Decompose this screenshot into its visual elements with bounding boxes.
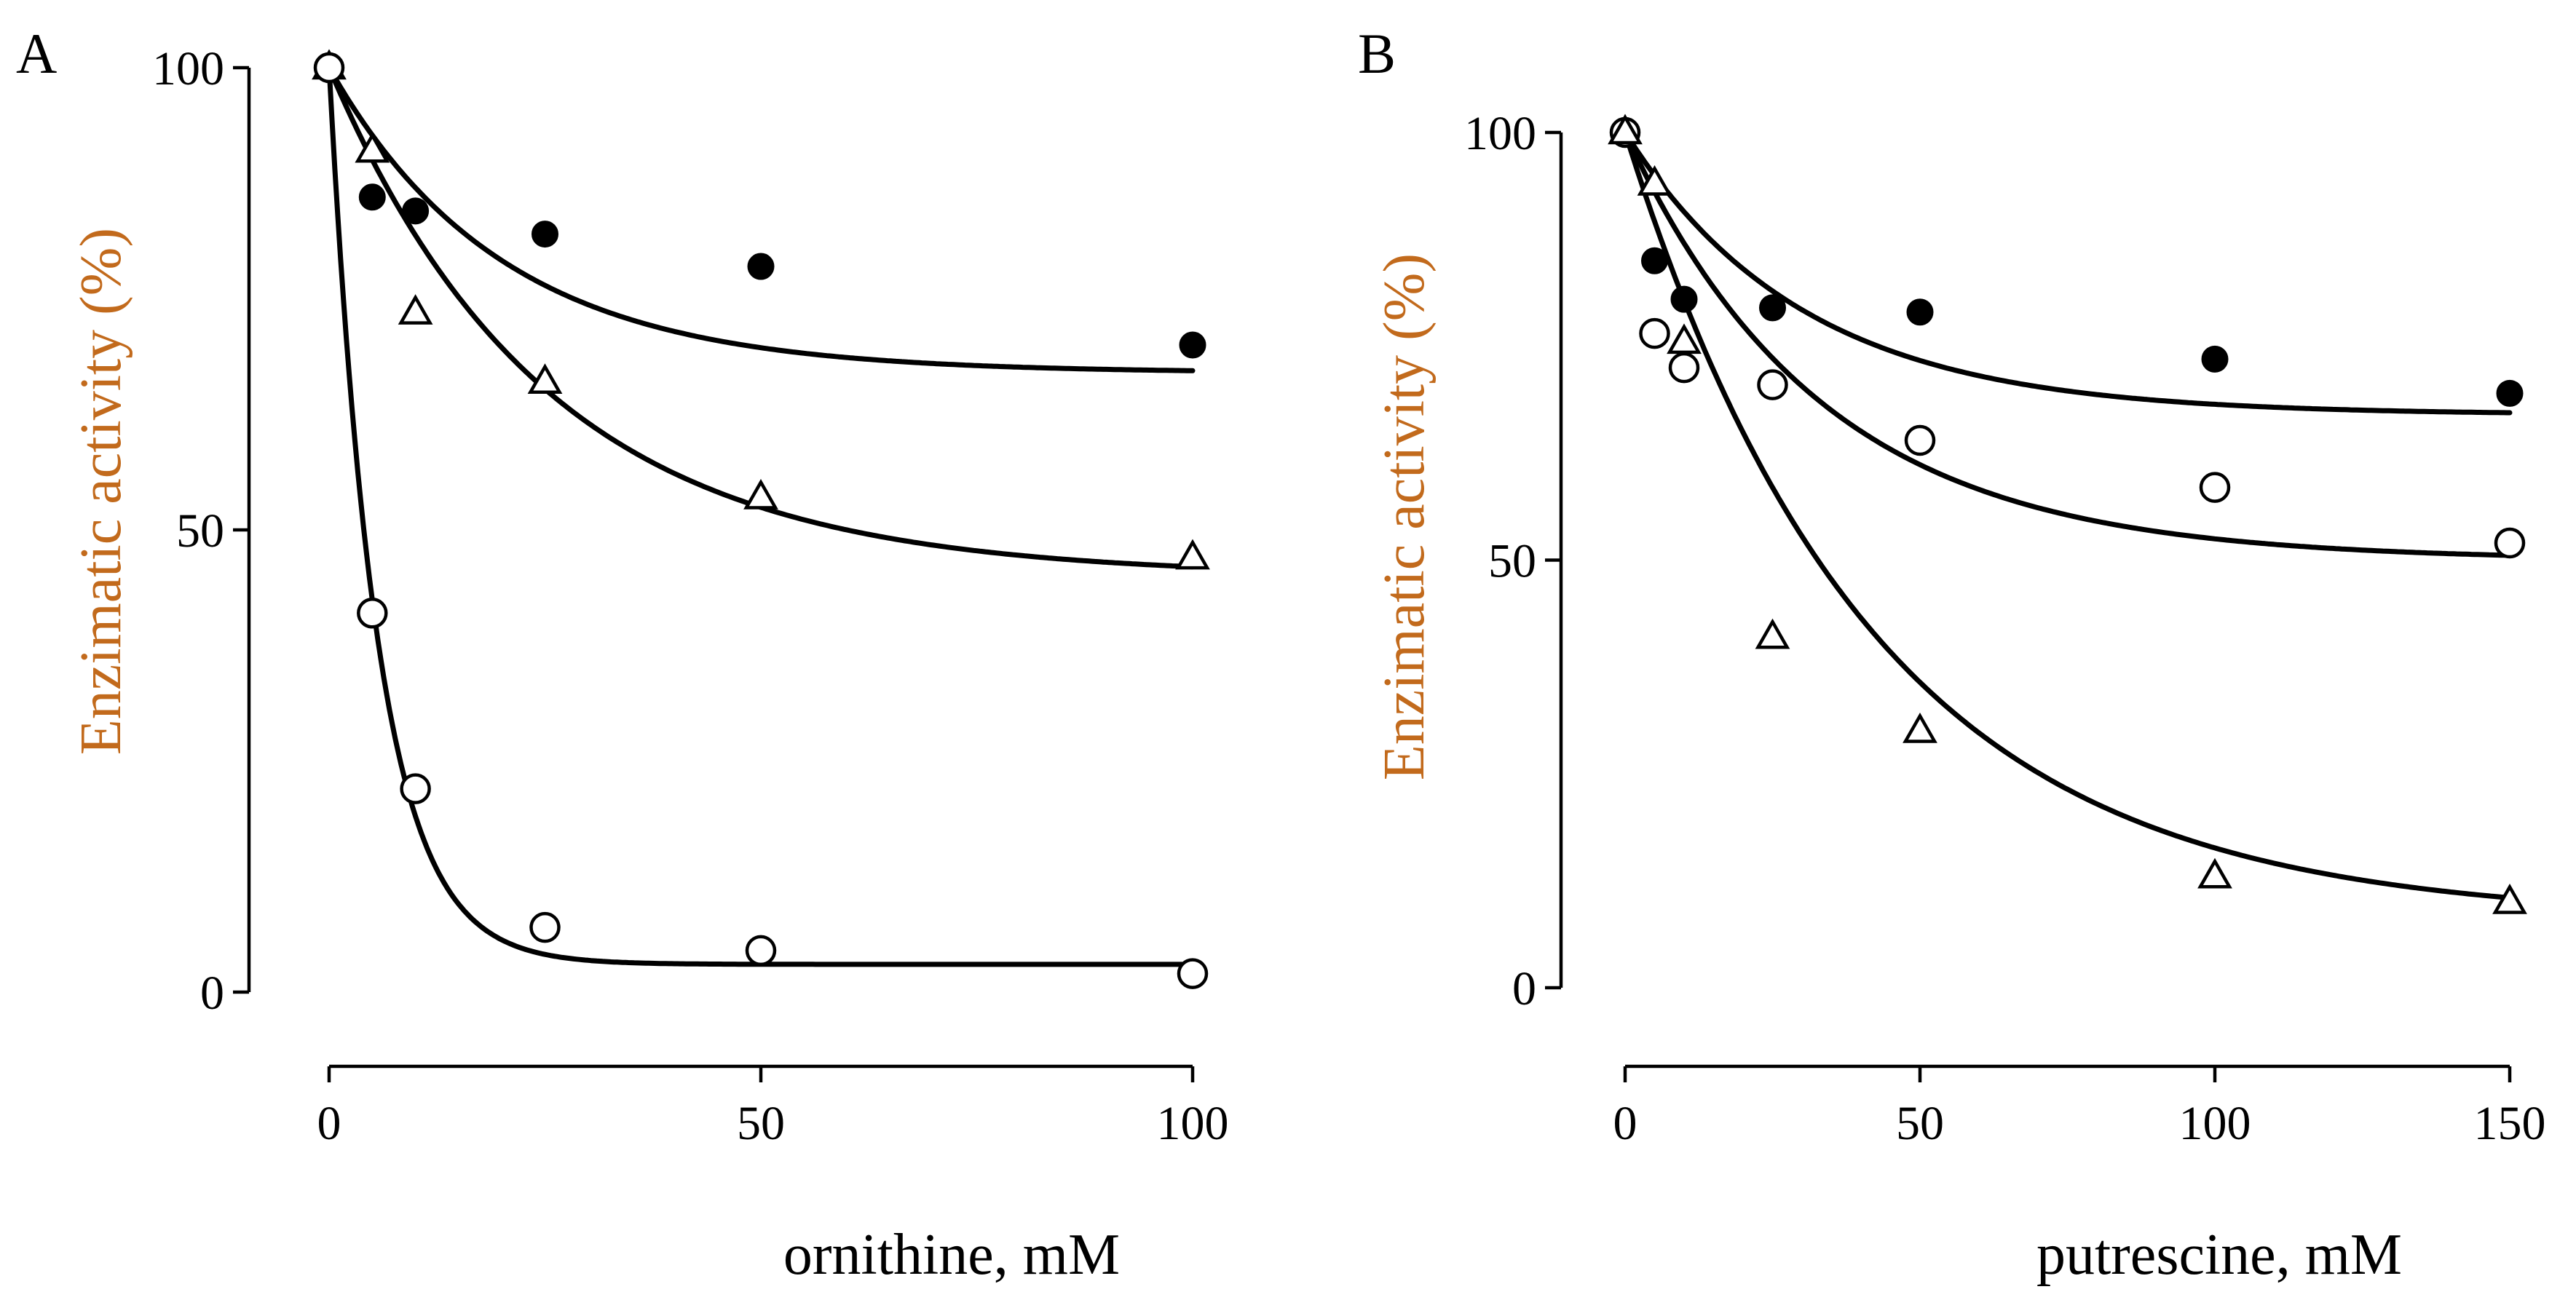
panel-a-y-tick-label: 50 [176,504,224,558]
panel-b-point-open-circles [1757,369,1788,400]
panel-a-point-open-circles [529,911,561,943]
panel-a-point-open-triangles [527,363,563,395]
panel-b-point-open-circles [1639,317,1670,349]
panel-a-point-filled-circles [358,183,386,211]
panel-b-point-open-triangles [1637,165,1672,196]
panel-b-x-tick-label: 50 [1896,1097,1944,1150]
panel-b-point-open-triangles [1667,323,1702,354]
panel-b-point-open-triangles [2197,857,2232,889]
panel-b-point-filled-circles [2201,345,2229,373]
panel-a-point-open-triangles [743,478,778,510]
panel-b-fit-curve-open-triangles [1622,130,2513,900]
panel-a-point-filled-circles [747,253,775,280]
panel-a-label: A [16,22,57,85]
panel-a-x-tick-label: 50 [737,1097,785,1150]
panel-b-point-filled-circles [1641,247,1668,274]
panel-b-x-axis-title: putrescine, mM [2036,1223,2402,1287]
panel-b-fit-curve-open-circles [1622,130,2513,558]
panel-b-point-filled-circles [1759,294,1786,322]
panel-b-plot: 0 50 100 0 50 100 150 [1464,107,2546,1150]
panel-b-point-open-circles [1668,352,1700,384]
panel-a-point-open-triangles [355,132,390,163]
panel-b-point-open-circles [1904,424,1936,456]
panel-b-point-open-triangles [1903,712,1937,743]
panel-a-y-axis-title: Enzimatic activity (%) [69,228,133,755]
panel-a-fit-curve-open-circles [326,65,1196,967]
panel-a-point-open-circles [313,52,345,84]
panel-b-x-tick-label: 100 [2179,1097,2251,1150]
panel-b-point-filled-circles [1670,285,1698,313]
panel-b-y-tick-label: 0 [1512,962,1536,1015]
panel-b-fit-curve-filled-circles [1622,130,2513,416]
panel-b-y-tick-label: 100 [1464,107,1536,160]
panel-b-label: B [1358,22,1396,85]
panel-b-point-open-triangles [1755,618,1790,649]
panel-a-point-open-triangles [398,294,433,325]
panel-a-point-open-circles [357,598,388,629]
panel-b-point-open-triangles [2492,883,2527,914]
panel-a-x-axis-title: ornithine, mM [783,1223,1120,1287]
panel-a: A ornithine, mM Enzimatic activity (%) 0… [16,22,1229,1287]
panel-a-point-open-circles [745,935,777,967]
panel-a-point-open-triangles [1175,539,1210,570]
panel-a-point-filled-circles [1179,331,1206,359]
panel-a-fit-curve-filled-circles [326,65,1196,373]
panel-b-point-filled-circles [1906,298,1934,326]
panel-b-point-open-triangles [1608,114,1643,145]
panel-b-y-tick-label: 50 [1488,535,1536,588]
panel-a-plot: 0 50 100 0 50 100 [152,42,1229,1150]
panel-a-x-tick-label: 100 [1157,1097,1229,1150]
panel-a-point-filled-circles [402,197,430,225]
panel-a-point-filled-circles [532,221,558,248]
panel-a-x-tick-label: 0 [317,1097,341,1150]
panel-a-point-open-circles [1177,958,1209,989]
panel-a-y-tick-label: 0 [200,967,224,1020]
panel-a-y-tick-label: 100 [152,42,224,95]
panel-b-x-tick-label: 150 [2474,1097,2546,1150]
panel-b: B putrescine, mM Enzimatic activity (%) … [1358,22,2546,1287]
panel-a-point-open-circles [400,773,431,804]
panel-b-y-axis-title: Enzimatic activity (%) [1372,253,1437,780]
panel-b-point-open-circles [2199,472,2231,503]
panel-b-point-open-circles [2494,527,2526,559]
panel-b-x-tick-label: 0 [1613,1097,1637,1150]
panel-b-point-filled-circles [2496,379,2524,407]
